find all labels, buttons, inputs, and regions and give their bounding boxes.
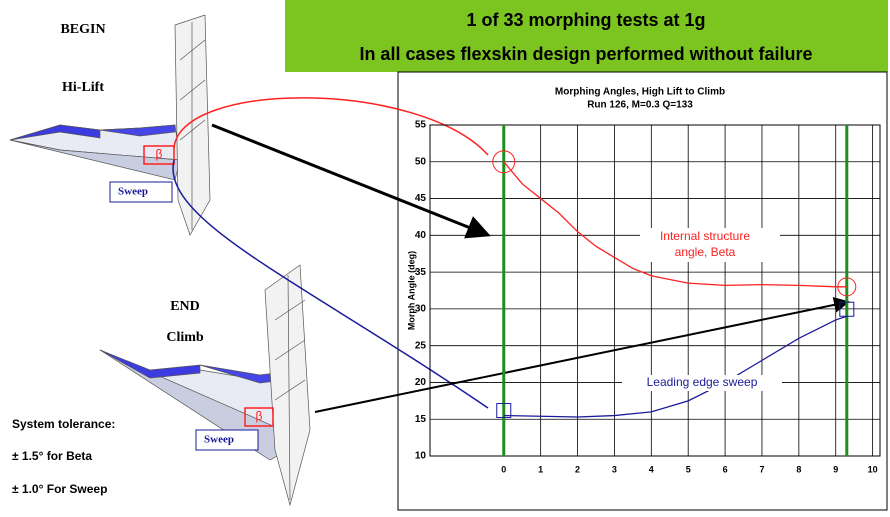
slide: 1 of 33 morphing tests at 1g In all case… — [0, 0, 890, 512]
x-tick-label: 1 — [538, 464, 543, 474]
page: 1 of 33 morphing tests at 1g In all case… — [0, 0, 890, 512]
tolerance: System tolerance: — [12, 417, 115, 431]
banner-line: 1 of 33 morphing tests at 1g — [466, 10, 705, 30]
label: Hi-Lift — [62, 80, 104, 95]
y-tick-label: 45 — [415, 193, 427, 204]
beta-label: β — [156, 147, 163, 161]
chart-title: Morphing Angles, High Lift to Climb — [555, 87, 725, 98]
annotation: Internal structure — [660, 229, 750, 243]
label: Climb — [166, 330, 204, 345]
label: BEGIN — [60, 22, 105, 37]
wing-bottom — [100, 265, 310, 505]
y-tick-label: 20 — [415, 377, 427, 388]
y-tick-label: 15 — [415, 414, 427, 425]
x-tick-label: 0 — [501, 464, 506, 474]
beta-label: β — [256, 409, 263, 423]
y-tick-label: 10 — [415, 451, 427, 462]
chart-title: Run 126, M=0.3 Q=133 — [587, 100, 693, 111]
y-tick-label: 55 — [415, 120, 427, 131]
x-tick-label: 10 — [868, 464, 878, 474]
x-tick-label: 9 — [833, 464, 838, 474]
x-tick-label: 5 — [686, 464, 691, 474]
x-tick-label: 6 — [723, 464, 728, 474]
x-tick-label: 2 — [575, 464, 580, 474]
tolerance: ± 1.5° for Beta — [12, 449, 92, 463]
y-axis-label: Morph Angle (deg) — [406, 251, 416, 330]
y-tick-label: 25 — [415, 340, 427, 351]
y-tick-label: 50 — [415, 156, 427, 167]
x-tick-label: 8 — [796, 464, 801, 474]
annotation: Leading edge sweep — [647, 375, 758, 389]
x-tick-label: 4 — [649, 464, 654, 474]
label: END — [170, 299, 200, 314]
y-tick-label: 35 — [415, 267, 427, 278]
y-tick-label: 30 — [415, 304, 427, 315]
x-tick-label: 3 — [612, 464, 617, 474]
y-tick-label: 40 — [415, 230, 427, 241]
chart-frame — [398, 72, 887, 510]
annotation: angle, Beta — [675, 245, 736, 259]
x-tick-label: 7 — [759, 464, 764, 474]
banner-line: In all cases flexskin design performed w… — [359, 44, 812, 64]
sweep-label: Sweep — [118, 186, 148, 198]
tolerance: ± 1.0° For Sweep — [12, 482, 107, 496]
sweep-label: Sweep — [204, 434, 234, 446]
